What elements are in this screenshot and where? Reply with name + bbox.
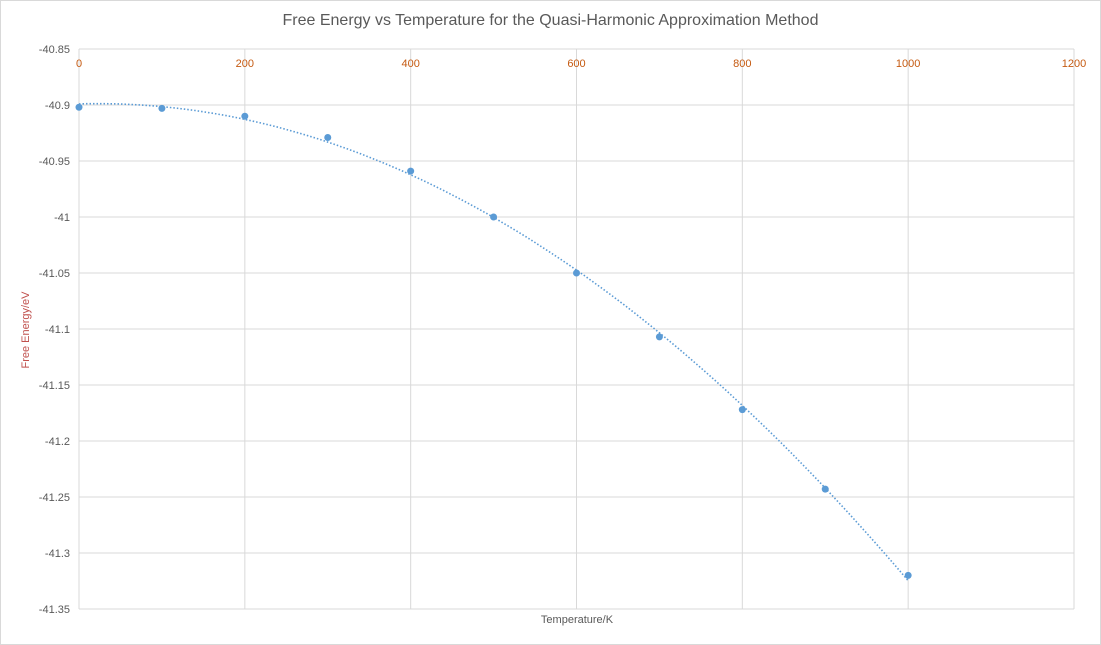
x-tick-label: 400 [401,58,419,70]
y-tick-label: -41.15 [39,380,70,392]
x-tick-label: 200 [236,58,254,70]
data-point [738,406,746,414]
data-point [158,104,166,112]
y-tick-label: -40.95 [39,156,70,168]
y-tick-label: -41.25 [39,492,70,504]
y-tick-label: -40.9 [45,100,70,112]
y-tick-label: -41.35 [39,604,70,616]
data-point [407,167,415,175]
data-point [241,112,249,120]
x-tick-label: 600 [567,58,585,70]
x-axis-title: Temperature/K [540,614,614,626]
x-tick-label: 1200 [1062,58,1086,70]
data-point [821,485,829,493]
y-tick-label: -40.85 [39,44,70,56]
x-tick-label: 800 [733,58,751,70]
data-point [75,103,83,111]
data-point [904,571,912,579]
x-tick-label: 0 [76,58,82,70]
trendline [78,102,909,582]
y-tick-label: -41.1 [45,324,70,336]
y-tick-label: -41 [54,212,70,224]
x-tick-label: 1000 [896,58,920,70]
data-point [573,269,580,277]
y-tick-label: -41.2 [45,436,70,448]
y-tick-label: -41.05 [39,268,70,280]
y-tick-label: -41.3 [45,548,70,560]
chart-title: Free Energy vs Temperature for the Quasi… [282,12,819,29]
data-point [655,333,663,341]
data-point [490,213,498,221]
data-point [324,133,332,141]
